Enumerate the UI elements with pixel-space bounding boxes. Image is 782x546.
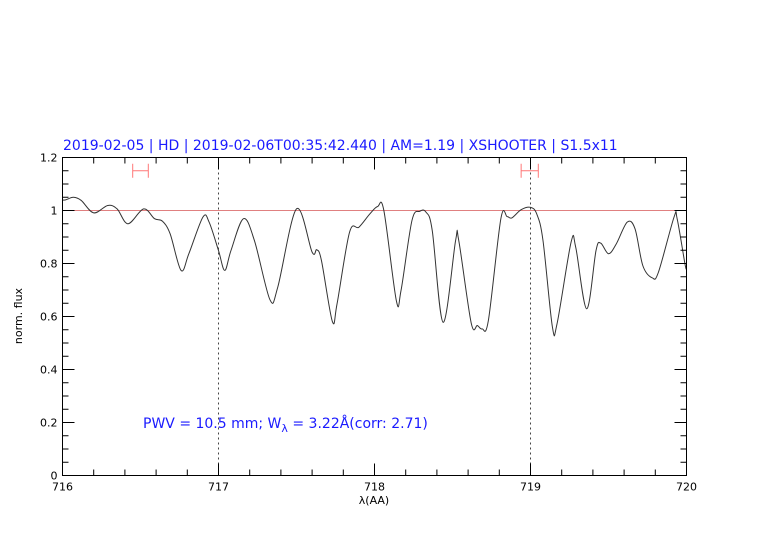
y-tick-label: 0.8 (40, 258, 58, 271)
spectrum-line (62, 196, 687, 337)
y-tick-label: 1 (51, 205, 58, 218)
y-tick-label: 0.6 (40, 311, 58, 324)
y-tick-label: 0.4 (40, 364, 58, 377)
interval-marker (132, 163, 149, 178)
chart-title: 2019-02-05 | HD | 2019-02-06T00:35:42.44… (63, 138, 618, 154)
y-axis-label: norm. flux (12, 287, 25, 344)
x-tick-label: 716 (52, 481, 73, 494)
y-tick-label: 0 (51, 470, 58, 483)
y-tick-label: 1.2 (40, 152, 58, 165)
x-tick-label: 718 (364, 481, 385, 494)
x-tick-label: 717 (208, 481, 229, 494)
x-tick-label: 720 (676, 481, 697, 494)
interval-marker (520, 163, 539, 178)
pwv-annotation: PWV = 10.5 mm; Wλ = 3.22Å(corr: 2.71) (143, 415, 428, 435)
x-tick-label: 719 (520, 481, 541, 494)
y-tick-label: 0.2 (40, 417, 58, 430)
x-axis-label: λ(AA) (359, 494, 389, 507)
